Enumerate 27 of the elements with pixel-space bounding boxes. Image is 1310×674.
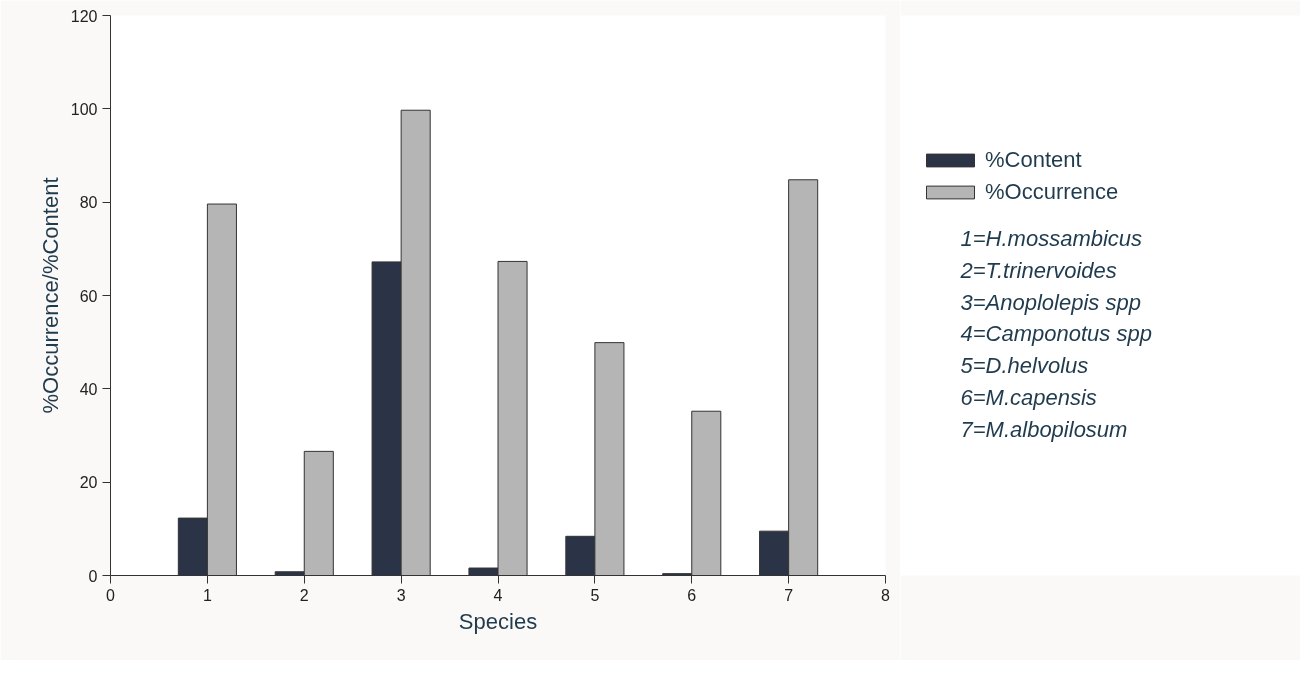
y-tick-label: 80 [79,194,98,212]
y-axis-title: %Occurrence/%Content [37,177,63,414]
text: 6=M.capensis [960,385,1097,411]
text: 3=Anoplolepis spp [960,289,1141,315]
x-tick-label: 7 [784,586,794,604]
y-tick-label: 40 [79,380,98,398]
text: 4=Camponotus spp [960,321,1152,347]
x-tick-label: 5 [590,586,600,604]
x-tick-label: 4 [493,586,503,604]
x-tick-label: 6 [687,586,697,604]
x-tick-label: 1 [202,586,212,604]
x-axis-title: Species [458,608,538,634]
y-tick-label: 0 [88,567,98,585]
y-tick-label: 100 [70,100,98,118]
x-tick-label: 8 [881,586,891,604]
text: 1=H.mossambicus [960,225,1143,251]
legend-label: %Occurrence [985,179,1119,205]
x-tick-label: 0 [106,586,116,604]
x-tick-label: 3 [396,586,406,604]
y-tick-label: 60 [79,287,98,305]
text: 2=T.trinervoides [959,257,1117,283]
text: 5=D.helvolus [960,353,1089,379]
y-tick-label: 120 [70,7,98,25]
legend-label: %Content [985,147,1082,173]
text: 7=M.albopilosum [960,417,1128,443]
x-tick-label: 2 [299,586,309,604]
y-tick-label: 20 [79,474,98,492]
